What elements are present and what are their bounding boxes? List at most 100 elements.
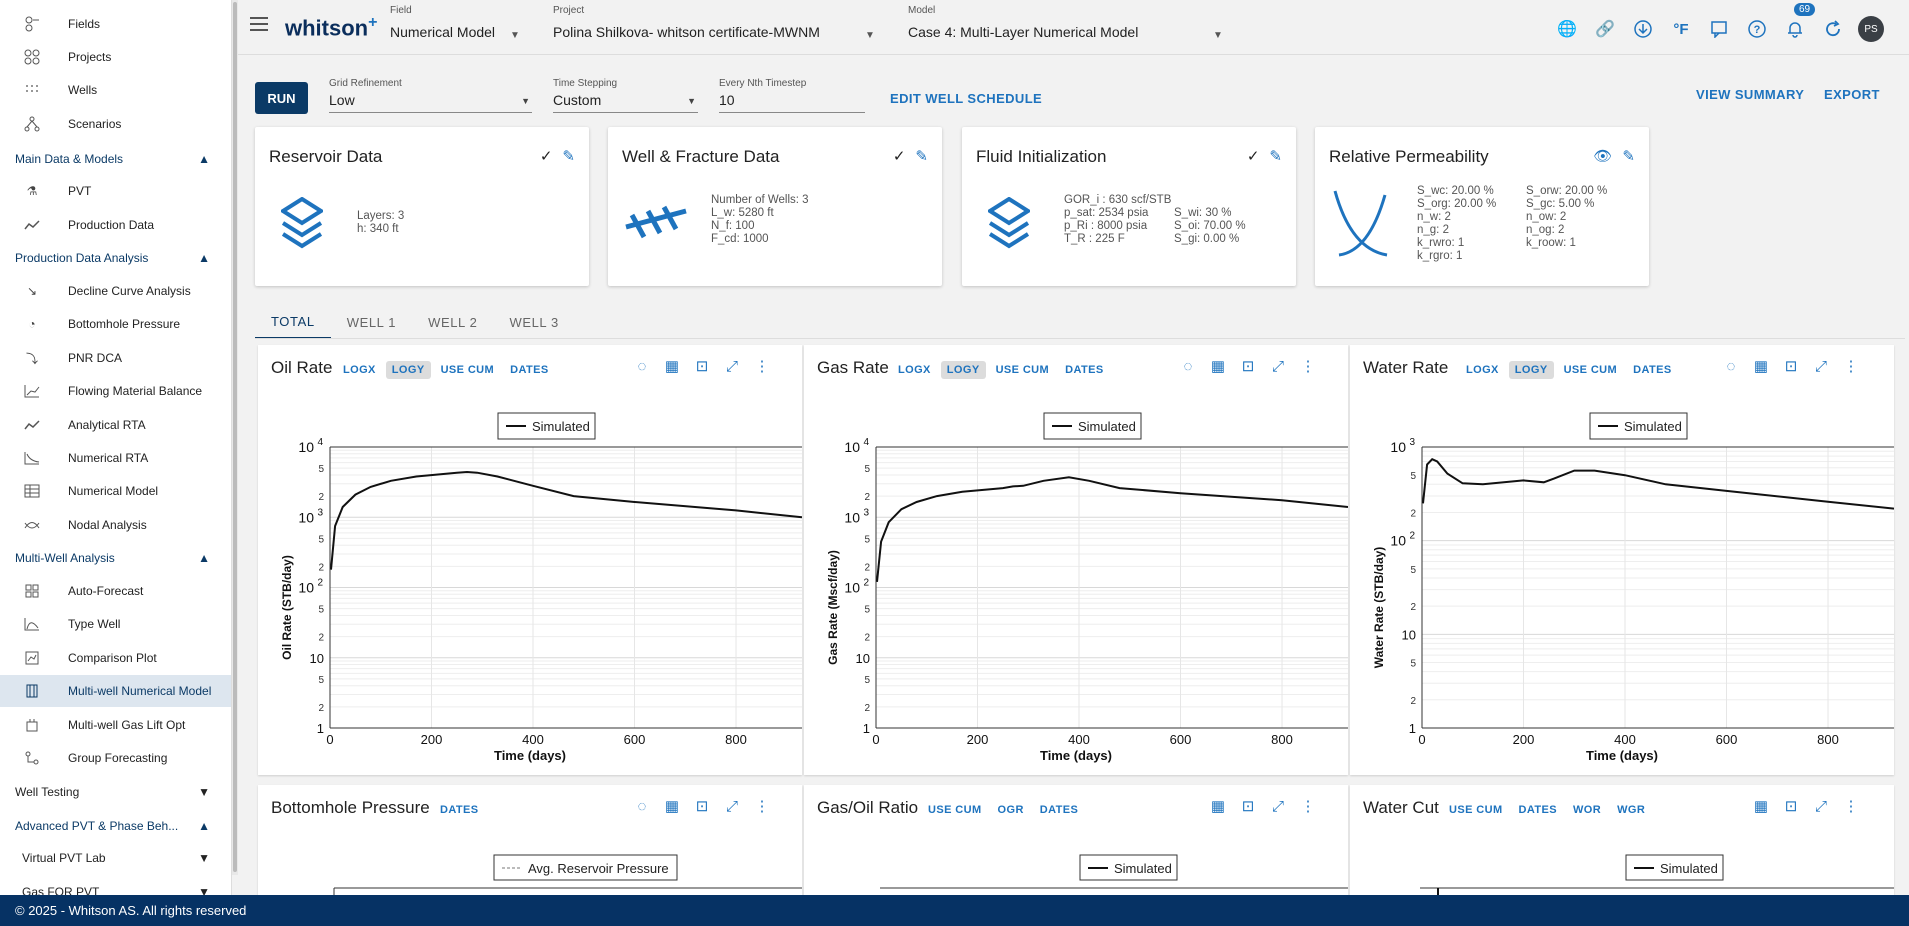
nav-pvt[interactable]: ⚗ PVT bbox=[0, 175, 231, 207]
nav-multi-well-gas-lift-opt[interactable]: Multi-well Gas Lift Opt bbox=[0, 709, 231, 741]
use-cum-toggle[interactable]: USE CUM bbox=[440, 364, 495, 376]
logx-toggle[interactable]: LOGX bbox=[343, 364, 376, 376]
table-icon[interactable]: ▦ bbox=[664, 358, 680, 375]
more-vert-icon[interactable]: ⋮ bbox=[754, 358, 770, 375]
run-button[interactable]: RUN bbox=[255, 82, 308, 114]
use-cum-toggle[interactable]: USE CUM bbox=[1449, 804, 1503, 816]
nav-projects[interactable]: Projects bbox=[0, 41, 231, 73]
export-button[interactable]: EXPORT bbox=[1824, 87, 1880, 102]
tab-well-1[interactable]: WELL 1 bbox=[346, 314, 397, 330]
autoscale-icon[interactable]: ⊡ bbox=[1241, 358, 1255, 375]
gor-chart[interactable]: Simulated bbox=[804, 785, 1348, 895]
menu-icon[interactable] bbox=[250, 17, 268, 31]
bhp-chart[interactable]: Avg. Reservoir Pressure bbox=[258, 785, 802, 895]
dates-toggle[interactable]: DATES bbox=[1633, 364, 1672, 376]
dates-toggle[interactable]: DATES bbox=[1065, 364, 1104, 376]
nav-numerical-model[interactable]: Numerical Model bbox=[0, 475, 231, 507]
dates-toggle[interactable]: DATES bbox=[440, 804, 479, 816]
more-vert-icon[interactable]: ⋮ bbox=[1300, 798, 1316, 815]
table-icon[interactable]: ▦ bbox=[1753, 798, 1769, 815]
more-vert-icon[interactable]: ⋮ bbox=[1843, 358, 1859, 375]
more-vert-icon[interactable]: ⋮ bbox=[1843, 798, 1859, 815]
autoscale-icon[interactable]: ⊡ bbox=[1784, 358, 1798, 375]
edit-well-schedule-button[interactable]: EDIT WELL SCHEDULE bbox=[890, 91, 1043, 106]
edit-icon[interactable]: ✎ bbox=[1269, 148, 1282, 165]
field-select[interactable]: Field Numerical Model ▼ bbox=[390, 5, 550, 41]
section-multi-well-analysis[interactable]: Multi-Well Analysis ▲ bbox=[0, 543, 231, 573]
nav-gas-for-pvt[interactable]: Gas FOR PVT ▼ bbox=[0, 877, 231, 895]
section-main-data[interactable]: Main Data & Models ▲ bbox=[0, 144, 231, 174]
nav-decline-curve-analysis[interactable]: ↘ Decline Curve Analysis bbox=[0, 275, 231, 307]
nav-analytical-rta[interactable]: Analytical RTA bbox=[0, 409, 231, 441]
view-summary-button[interactable]: VIEW SUMMARY bbox=[1696, 87, 1805, 102]
bell-icon[interactable]: 69 bbox=[1782, 3, 1816, 41]
nav-scenarios[interactable]: Scenarios bbox=[0, 108, 231, 140]
nav-wells[interactable]: Wells bbox=[0, 74, 231, 106]
autoscale-icon[interactable]: ⊡ bbox=[695, 798, 709, 815]
project-select[interactable]: Project Polina Shilkova- whitson certifi… bbox=[553, 5, 893, 41]
nav-production-data[interactable]: Production Data bbox=[0, 209, 231, 241]
edit-icon[interactable]: ✎ bbox=[915, 148, 928, 165]
autoscale-icon[interactable]: ⊡ bbox=[1241, 798, 1255, 815]
fullscreen-icon[interactable]: ⤢ bbox=[1814, 797, 1827, 815]
logx-toggle[interactable]: LOGX bbox=[898, 364, 931, 376]
nav-virtual-pvt-lab[interactable]: Virtual PVT Lab ▼ bbox=[0, 843, 231, 873]
use-cum-toggle[interactable]: USE CUM bbox=[928, 804, 982, 816]
feedback-icon[interactable] bbox=[1706, 17, 1732, 41]
fullscreen-icon[interactable]: ⤢ bbox=[1271, 357, 1284, 375]
grid-refinement-select[interactable]: Grid Refinement Low ▼ bbox=[329, 78, 532, 113]
tab-well-2[interactable]: WELL 2 bbox=[428, 314, 478, 330]
user-avatar[interactable]: PS bbox=[1858, 16, 1884, 42]
nav-group-forecasting[interactable]: Group Forecasting bbox=[0, 742, 231, 774]
section-production-data-analysis[interactable]: Production Data Analysis ▲ bbox=[0, 243, 231, 273]
logy-toggle[interactable]: LOGY bbox=[940, 361, 986, 379]
time-stepping-select[interactable]: Time Stepping Custom ▼ bbox=[553, 78, 698, 113]
download-icon[interactable] bbox=[1630, 17, 1656, 41]
logy-toggle[interactable]: LOGY bbox=[385, 361, 431, 379]
lasso-select-icon[interactable]: ◌ bbox=[637, 797, 647, 815]
dates-toggle[interactable]: DATES bbox=[510, 364, 549, 376]
refresh-icon[interactable] bbox=[1820, 17, 1846, 41]
nav-bottomhole-pressure[interactable]: ◔ Bottomhole Pressure bbox=[0, 308, 231, 340]
nav-flowing-material-balance[interactable]: Flowing Material Balance bbox=[0, 375, 231, 407]
section-well-testing[interactable]: Well Testing ▼ bbox=[0, 777, 231, 807]
nav-comparison-plot[interactable]: Comparison Plot bbox=[0, 642, 231, 674]
globe-icon[interactable]: 🌐 bbox=[1557, 21, 1577, 38]
eye-icon[interactable]: 👁 bbox=[1593, 148, 1613, 165]
dates-toggle[interactable]: DATES bbox=[1518, 804, 1557, 816]
lasso-select-icon[interactable]: ◌ bbox=[637, 357, 647, 375]
help-icon[interactable]: ? bbox=[1744, 17, 1770, 41]
nav-auto-forecast[interactable]: Auto-Forecast bbox=[0, 575, 231, 607]
table-icon[interactable]: ▦ bbox=[1210, 798, 1226, 815]
lasso-select-icon[interactable]: ◌ bbox=[1183, 357, 1193, 375]
fullscreen-icon[interactable]: ⤢ bbox=[725, 357, 738, 375]
table-icon[interactable]: ▦ bbox=[1753, 358, 1769, 375]
nav-numerical-rta[interactable]: Numerical RTA bbox=[0, 442, 231, 474]
nth-value[interactable]: 10 bbox=[719, 92, 865, 113]
temperature-units-icon[interactable]: °F bbox=[1673, 20, 1689, 38]
nav-nodal-analysis[interactable]: Nodal Analysis bbox=[0, 509, 231, 541]
more-vert-icon[interactable]: ⋮ bbox=[1300, 358, 1316, 375]
link-icon[interactable]: 🔗 bbox=[1595, 21, 1615, 38]
nav-multi-well-numerical-model[interactable]: Multi-well Numerical Model bbox=[0, 675, 231, 707]
more-vert-icon[interactable]: ⋮ bbox=[754, 798, 770, 815]
fullscreen-icon[interactable]: ⤢ bbox=[1271, 797, 1284, 815]
fullscreen-icon[interactable]: ⤢ bbox=[725, 797, 738, 815]
use-cum-toggle[interactable]: USE CUM bbox=[995, 364, 1050, 376]
nav-pnr-dca[interactable]: ⤵ PNR DCA bbox=[0, 342, 231, 374]
section-advanced-pvt[interactable]: Advanced PVT & Phase Beh... ▲ bbox=[0, 811, 231, 841]
tab-well-3[interactable]: WELL 3 bbox=[509, 314, 559, 330]
table-icon[interactable]: ▦ bbox=[1210, 358, 1226, 375]
edit-icon[interactable]: ✎ bbox=[562, 148, 575, 165]
edit-icon[interactable]: ✎ bbox=[1622, 148, 1635, 165]
nth-timestep-input[interactable]: Every Nth Timestep 10 bbox=[719, 78, 865, 113]
scrollbar-thumb[interactable] bbox=[233, 2, 237, 872]
wgr-toggle[interactable]: WGR bbox=[1617, 804, 1646, 816]
water-cut-chart[interactable]: Simulated bbox=[1350, 785, 1894, 895]
tab-total[interactable]: TOTAL bbox=[255, 305, 331, 339]
sidebar-scrollbar[interactable] bbox=[232, 0, 238, 875]
wor-toggle[interactable]: WOR bbox=[1573, 804, 1602, 816]
